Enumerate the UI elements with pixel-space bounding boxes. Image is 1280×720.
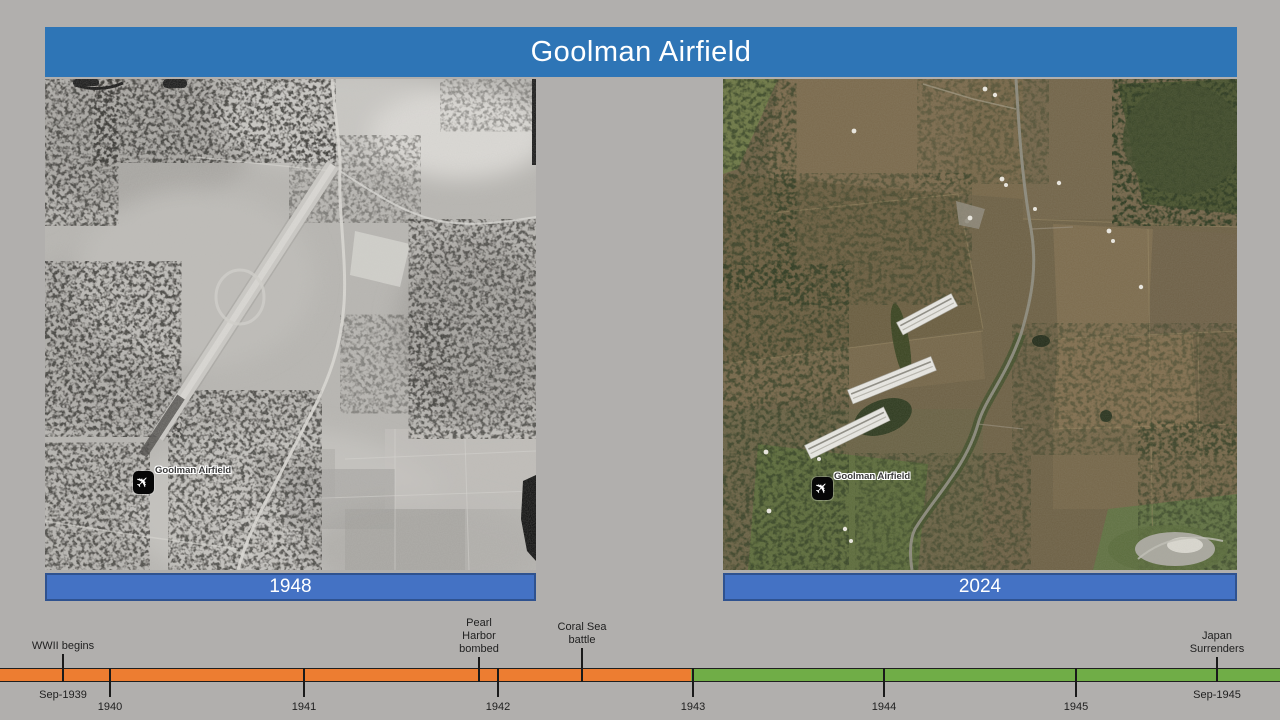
- timeline-year-label: 1942: [485, 701, 511, 713]
- timeline-year-label: 1945: [1063, 701, 1089, 713]
- timeline-year-label: 1940: [97, 701, 123, 713]
- timeline-event-tick: [478, 657, 480, 682]
- timeline-bar: [0, 668, 1280, 682]
- timeline-year-tick: [303, 668, 305, 697]
- timeline-year-tick: [692, 668, 694, 697]
- timeline-year-label: 1943: [680, 701, 706, 713]
- timeline-event-label: Coral Sea battle: [557, 621, 607, 646]
- airfield-map-label-1948: Goolman Airfield: [155, 465, 232, 476]
- aerial-photo-1948-art: [45, 79, 536, 570]
- year-caption-1948: 1948: [45, 573, 536, 601]
- timeline-event-tick: [1216, 657, 1218, 682]
- timeline-year-label: 1944: [871, 701, 897, 713]
- timeline-segment-wartime: [0, 669, 691, 681]
- timeline-event-label: Japan Surrenders: [1189, 630, 1245, 655]
- airplane-icon: ✈: [132, 471, 154, 493]
- year-caption-1948-text: 1948: [269, 576, 312, 597]
- title-bar: Goolman Airfield: [45, 27, 1237, 77]
- year-caption-2024-text: 2024: [958, 576, 1002, 597]
- year-caption-2024: 2024: [723, 573, 1237, 601]
- timeline-year-tick: [497, 668, 499, 697]
- aerial-photo-1948: ✈ Goolman Airfield: [45, 79, 536, 570]
- satellite-photo-2024-art: [723, 79, 1237, 570]
- satellite-photo-2024: ✈ Goolman Airfield: [723, 79, 1237, 570]
- airfield-map-label-2024: Goolman Airfield: [834, 471, 911, 482]
- image-grain: [723, 79, 1237, 570]
- airfield-marker-1948: ✈: [132, 471, 154, 494]
- timeline-segment-postwar: [691, 669, 1280, 681]
- timeline-event-tick: [581, 648, 583, 682]
- timeline-year-tick: [109, 668, 111, 697]
- timeline-year-label: 1941: [291, 701, 317, 713]
- timeline-event-sublabel: Sep-1939: [39, 689, 87, 701]
- timeline-event-label: Pearl Harbor bombed: [459, 617, 499, 655]
- timeline-year-tick: [1075, 668, 1077, 697]
- page-title: Goolman Airfield: [530, 35, 752, 68]
- film-grain: [45, 79, 536, 570]
- timeline-year-tick: [883, 668, 885, 697]
- airfield-marker-2024: ✈: [811, 477, 833, 500]
- timeline-event-tick: [62, 654, 64, 682]
- timeline-event-label: WWII begins: [31, 640, 95, 652]
- airplane-icon: ✈: [811, 477, 833, 499]
- timeline-event-sublabel: Sep-1945: [1193, 689, 1241, 701]
